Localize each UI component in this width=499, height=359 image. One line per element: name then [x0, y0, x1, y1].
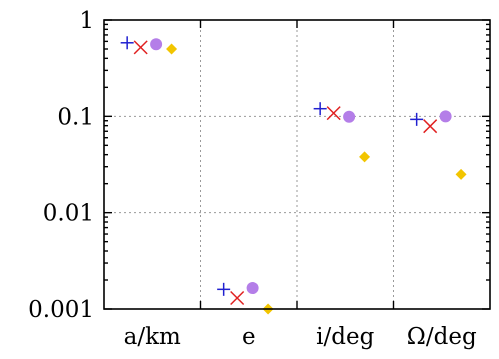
circle-marker [439, 110, 452, 123]
plus-marker [120, 36, 134, 50]
x-category-label: a/km [124, 324, 181, 350]
y-tick-label: 1 [79, 8, 94, 34]
circle-marker [246, 282, 259, 295]
plus-marker [313, 102, 327, 116]
diamond-marker [455, 168, 467, 180]
data-points [120, 36, 467, 315]
plus-marker [410, 112, 424, 126]
grid [104, 20, 490, 309]
x-tick-labels: a/km e i/deg Ω/deg [124, 324, 477, 350]
plot-frame [103, 19, 491, 310]
y-tick-labels: 1 0.1 0.01 0.001 [28, 8, 94, 323]
x-category-label: i/deg [316, 324, 374, 350]
circle-marker [150, 38, 163, 51]
y-tick-label: 0.01 [43, 201, 94, 227]
x-category-label: Ω/deg [407, 324, 477, 350]
y-tick-label: 0.1 [57, 104, 94, 130]
plus-marker [217, 282, 231, 296]
cross-marker [423, 119, 438, 134]
cross-marker [326, 106, 341, 121]
x-category-label: e [242, 324, 256, 350]
cross-marker [230, 290, 245, 306]
y-tick-label: 0.001 [28, 297, 94, 323]
cross-marker [133, 40, 148, 55]
diamond-marker [359, 151, 371, 163]
circle-marker [343, 110, 356, 123]
diamond-marker [166, 43, 178, 55]
